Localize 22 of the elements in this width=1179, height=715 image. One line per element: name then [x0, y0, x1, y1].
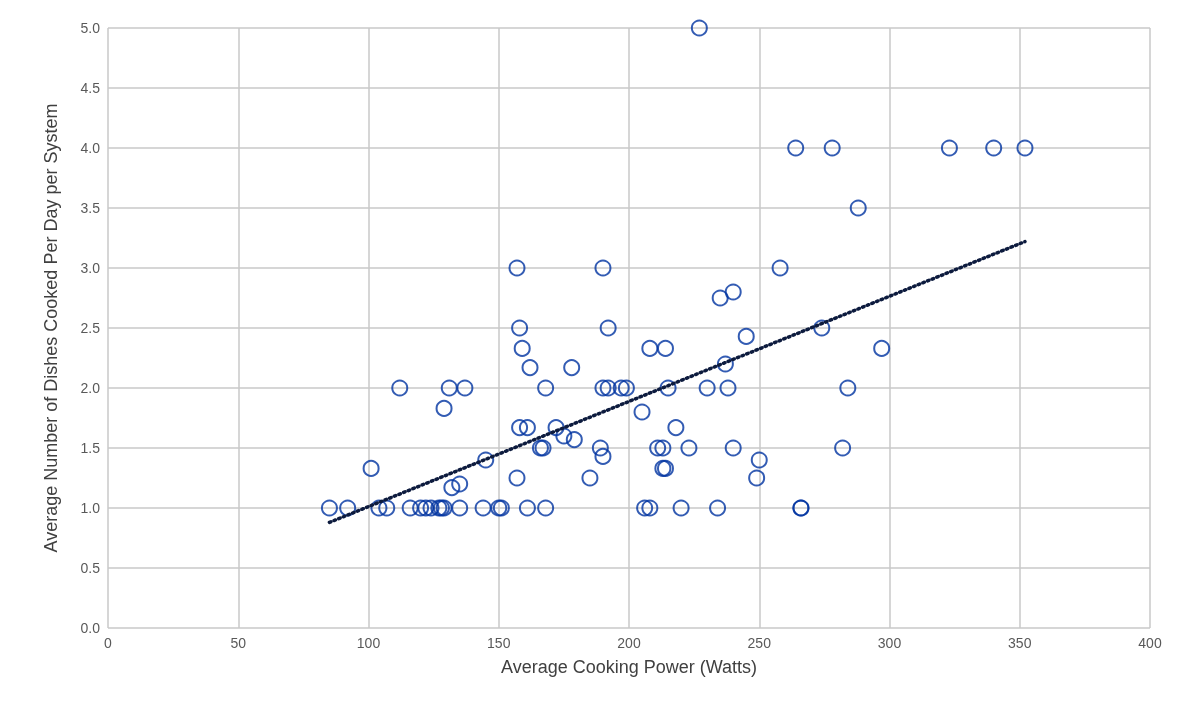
x-tick-label: 100	[356, 635, 381, 651]
x-tick-label: 250	[747, 635, 772, 651]
y-tick-label: 5.0	[80, 20, 101, 36]
y-axis-title: Average Number of Dishes Cooked Per Day per System	[41, 103, 61, 553]
x-tick-label: 350	[1008, 635, 1032, 651]
y-tick-label: 3.5	[80, 200, 101, 216]
y-tick-label: 2.0	[80, 380, 101, 396]
y-tick-label: 0.5	[80, 560, 101, 576]
y-tick-label: 1.0	[80, 500, 101, 516]
y-tick-label: 4.5	[80, 80, 101, 96]
y-tick-label: 1.5	[80, 440, 101, 456]
x-tick-label: 50	[230, 635, 247, 651]
x-tick-label: 150	[487, 635, 511, 651]
y-tick-label: 0.0	[80, 620, 101, 636]
x-axis-title: Average Cooking Power (Watts)	[500, 657, 758, 677]
x-tick-label: 0	[104, 635, 113, 651]
x-tick-label: 300	[877, 635, 902, 651]
x-tick-label: 400	[1138, 635, 1162, 651]
y-tick-label: 2.5	[80, 320, 101, 336]
x-tick-label: 200	[617, 635, 641, 651]
y-tick-label: 4.0	[80, 140, 101, 156]
y-tick-label: 3.0	[80, 260, 101, 276]
